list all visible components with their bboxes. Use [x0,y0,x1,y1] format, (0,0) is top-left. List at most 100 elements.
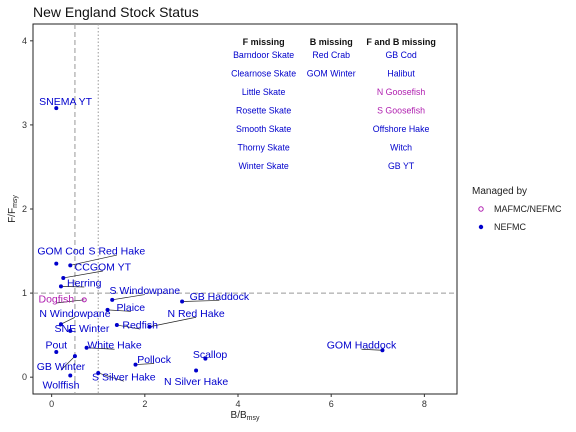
point-s-silver-hake [96,370,101,375]
axis-title-main: F [7,217,18,223]
point-pollock [133,362,138,367]
leader-line-n-red-hake [149,316,197,328]
leader-line-s-silver-hake [98,372,124,382]
point-gom-cod [54,261,59,266]
axis-title-sub: msy [247,415,260,422]
table-cell: GB YT [388,161,415,171]
point-dogfish [81,297,87,303]
point-plaice [105,307,110,312]
x-tick-label: 6 [329,399,334,409]
table-cell: Winter Skate [238,161,288,171]
legend-label: MAFMC/NEFMC [494,204,562,214]
leader-line-plaice [107,309,131,312]
point-scallop [203,356,208,361]
axis-title-text: B/Bmsy [231,410,260,422]
table-cell: Rosette Skate [236,106,291,116]
point-label-n-silver-hake: N Silver Hake [164,376,228,388]
table-cell: S Goosefish [377,106,425,116]
table-header: F missing [243,37,285,47]
leader-line-gb-haddock [182,300,220,302]
point-label-s-windowpane: S Windowpane [110,285,181,297]
point-label-n-windowpane: N Windowpane [39,308,110,320]
x-tick-label: 2 [142,399,147,409]
leader-line-s-red-hake [70,254,117,266]
point-s-red-hake [68,263,73,268]
point-gb-winter [72,354,77,359]
x-axis-title: B/Bmsy [231,410,260,422]
point-label-s-silver-hake: S Silver Hake [92,372,156,384]
legend: Managed by MAFMC/NEFMC NEFMC [472,186,562,232]
axis-title-text: F/Fmsy [7,195,19,223]
point-label-pollock: Pollock [137,354,172,366]
point-label-s-red-hake: S Red Hake [89,246,146,258]
table-cell: GB Cod [385,50,416,60]
point-wolffish [68,373,73,378]
point-label-redfish: Redfish [122,320,158,332]
axis-title-main: B [231,410,238,421]
leader-line-herring [60,286,85,288]
table-cell: Thorny Skate [237,143,289,153]
table-cell: Barndoor Skate [233,50,294,60]
table-cell: N Goosefish [377,87,426,97]
point-label-pout: Pout [45,340,67,352]
point-ccgom-yt [61,275,66,280]
point-label-ccgom-yt: CCGOM YT [75,262,132,274]
y-tick-label: 4 [22,36,27,46]
table-cell: Little Skate [242,87,286,97]
point-label-dogfish: Dogfish [38,293,74,305]
point-n-red-hake [147,324,152,329]
leader-line-redfish [116,324,141,330]
table-cell: Smooth Skate [236,124,291,134]
table-header: B missing [310,37,353,47]
point-label-snema-yt: SNEMA YT [39,96,92,108]
table-cell: GOM Winter [307,69,356,79]
leader-line-dogfish [56,299,85,304]
leader-line-gom-haddock [361,348,383,351]
axis-title-denom: F [7,208,18,214]
x-tick-label: 4 [236,399,241,409]
point-snema-yt [54,106,59,111]
axis-title-sep: / [7,214,18,217]
y-tick-label: 0 [22,372,27,382]
axis-title-sub: msy [12,195,19,208]
point-label-sne-winter: SNE Winter [55,323,110,335]
leader-line-pollock [135,363,155,365]
point-n-silver-hake [194,368,199,373]
y-tick-label: 3 [22,120,27,130]
table-cell: Red Crab [312,50,350,60]
leader-line-white-hake [86,347,115,350]
legend-label: NEFMC [494,222,526,232]
table-cell: Witch [390,143,412,153]
point-redfish [114,323,119,328]
table-header: F and B missing [366,37,436,47]
point-n-windowpane [58,322,63,327]
point-gb-haddock [180,299,185,304]
axis-title-sep: / [237,410,240,421]
point-pout [54,349,59,354]
point-s-windowpane [110,297,115,302]
table-cell: Offshore Hake [373,124,430,134]
point-label-herring: Herring [67,278,102,290]
point-label-white-hake: White Hake [87,340,141,352]
point-white-hake [84,345,89,350]
legend-title: Managed by [472,186,527,197]
table-cell: Clearnose Skate [231,69,296,79]
legend-marker-filled [478,224,484,230]
point-label-n-red-hake: N Red Hake [167,308,224,320]
leader-line-gb-winter [60,355,76,371]
x-tick-label: 0 [49,399,54,409]
plot-border [32,23,458,395]
y-tick-label: 2 [22,204,27,214]
point-label-gom-haddock: GOM Haddock [327,340,397,352]
point-sne-winter [68,328,73,333]
table-cell: Halibut [387,69,415,79]
y-tick-label: 1 [22,288,27,298]
legend-marker-open [478,206,484,212]
point-label-gb-winter: GB Winter [37,361,86,373]
point-gom-haddock [380,348,385,353]
axis-title-denom: B [240,410,247,421]
y-axis-title: F/Fmsy [7,195,19,223]
leader-line-ccgom-yt [63,270,103,279]
